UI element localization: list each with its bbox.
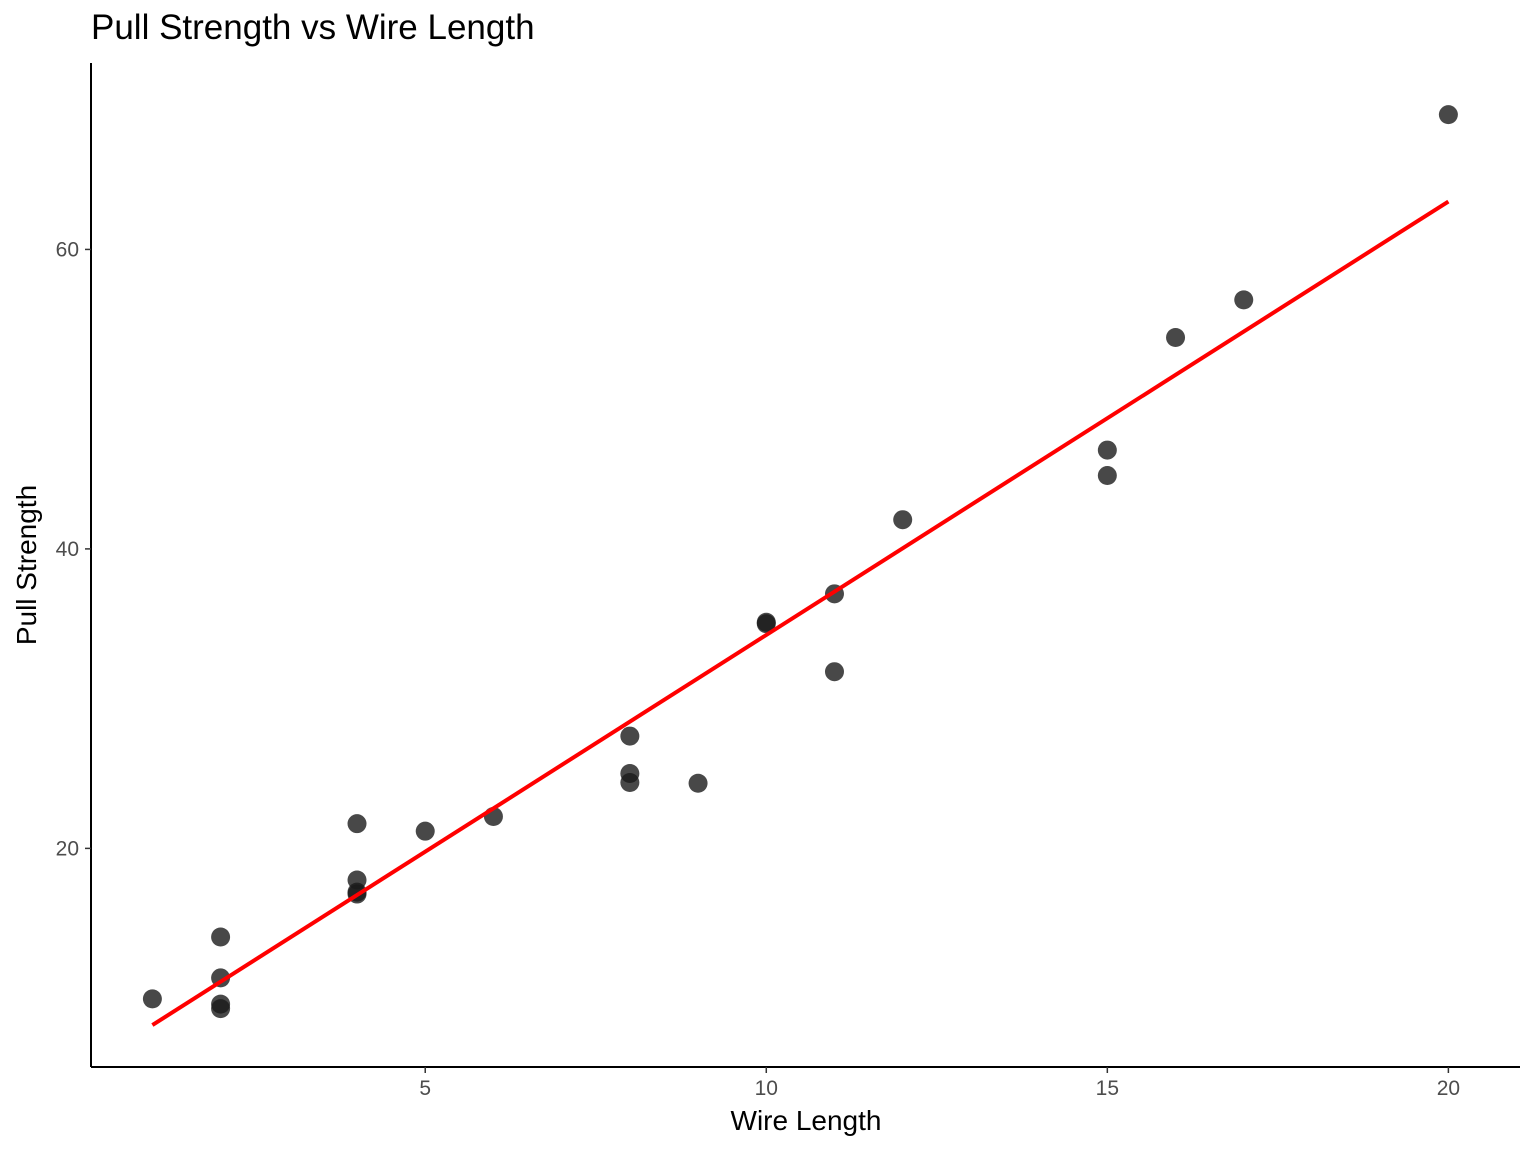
- x-tick-label: 5: [419, 1077, 431, 1100]
- data-point: [1097, 440, 1117, 460]
- data-point: [211, 999, 231, 1019]
- data-point: [1166, 327, 1186, 347]
- data-point: [620, 726, 640, 746]
- data-point: [1234, 290, 1254, 310]
- data-point: [415, 821, 435, 841]
- x-tick-label: 10: [755, 1077, 778, 1100]
- x-tick-label: 15: [1096, 1077, 1119, 1100]
- y-tick-label: 20: [56, 837, 79, 860]
- data-point: [347, 814, 367, 834]
- data-point: [1438, 105, 1458, 125]
- x-tick-label: 20: [1437, 1077, 1460, 1100]
- data-point: [824, 662, 844, 682]
- y-tick-label: 40: [56, 538, 79, 561]
- data-point: [688, 773, 708, 793]
- x-axis-title: Wire Length: [731, 1105, 882, 1136]
- y-tick-label: 60: [56, 238, 79, 261]
- chart-title: Pull Strength vs Wire Length: [91, 8, 535, 47]
- data-point: [756, 614, 776, 634]
- regression-line: [151, 199, 1450, 1027]
- data-point: [1097, 466, 1117, 486]
- data-point: [142, 989, 162, 1009]
- y-axis-title: Pull Strength: [11, 485, 42, 645]
- data-point: [620, 772, 640, 792]
- data-point: [211, 927, 231, 947]
- data-point: [893, 510, 913, 530]
